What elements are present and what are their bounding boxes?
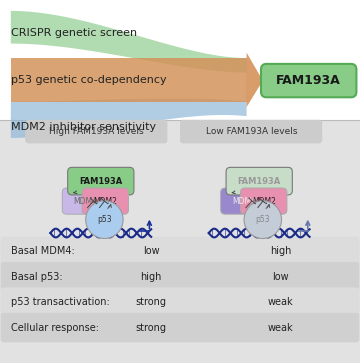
Text: p53 genetic co-dependency: p53 genetic co-dependency: [11, 75, 166, 85]
FancyBboxPatch shape: [1, 313, 359, 342]
Polygon shape: [11, 98, 247, 138]
Text: Low FAM193A levels: Low FAM193A levels: [206, 127, 297, 136]
Polygon shape: [247, 53, 263, 107]
Text: FAM193A: FAM193A: [79, 177, 122, 185]
Bar: [0, 120, 360, 363]
Text: weak: weak: [268, 297, 294, 307]
Text: FAM193A: FAM193A: [276, 74, 341, 87]
Text: p53: p53: [97, 215, 112, 224]
FancyBboxPatch shape: [240, 188, 287, 214]
Text: p53 transactivation:: p53 transactivation:: [11, 297, 109, 307]
Text: weak: weak: [268, 323, 294, 333]
Text: strong: strong: [136, 297, 167, 307]
FancyBboxPatch shape: [226, 167, 292, 195]
Text: Basal p53:: Basal p53:: [11, 272, 62, 282]
Text: high: high: [140, 272, 162, 282]
Text: Basal MDM4:: Basal MDM4:: [11, 246, 75, 256]
Text: Cellular response:: Cellular response:: [11, 323, 99, 333]
FancyBboxPatch shape: [180, 120, 322, 143]
FancyBboxPatch shape: [62, 188, 109, 214]
FancyBboxPatch shape: [25, 120, 167, 143]
Text: MDM4: MDM4: [232, 197, 256, 205]
Text: low: low: [143, 246, 159, 256]
FancyBboxPatch shape: [1, 237, 359, 266]
Text: CRISPR genetic screen: CRISPR genetic screen: [11, 28, 137, 38]
FancyBboxPatch shape: [68, 167, 134, 195]
Text: MDM2: MDM2: [93, 197, 117, 205]
Text: low: low: [273, 272, 289, 282]
Text: high: high: [270, 246, 292, 256]
Text: strong: strong: [136, 323, 167, 333]
Circle shape: [244, 201, 282, 238]
FancyBboxPatch shape: [1, 287, 359, 317]
Text: MDM2: MDM2: [252, 197, 276, 205]
Polygon shape: [11, 58, 247, 102]
FancyBboxPatch shape: [1, 262, 359, 291]
Text: FAM193A: FAM193A: [238, 177, 281, 185]
FancyBboxPatch shape: [221, 188, 267, 214]
Text: MDM4: MDM4: [73, 197, 98, 205]
Text: MDM2 inhibitor sensitivity: MDM2 inhibitor sensitivity: [11, 122, 156, 132]
Text: High FAM193A levels: High FAM193A levels: [49, 127, 144, 136]
Polygon shape: [11, 11, 247, 73]
FancyBboxPatch shape: [261, 64, 356, 97]
Bar: [0, 0, 360, 120]
Text: p53: p53: [256, 215, 270, 224]
FancyBboxPatch shape: [82, 188, 129, 214]
Circle shape: [86, 201, 123, 238]
